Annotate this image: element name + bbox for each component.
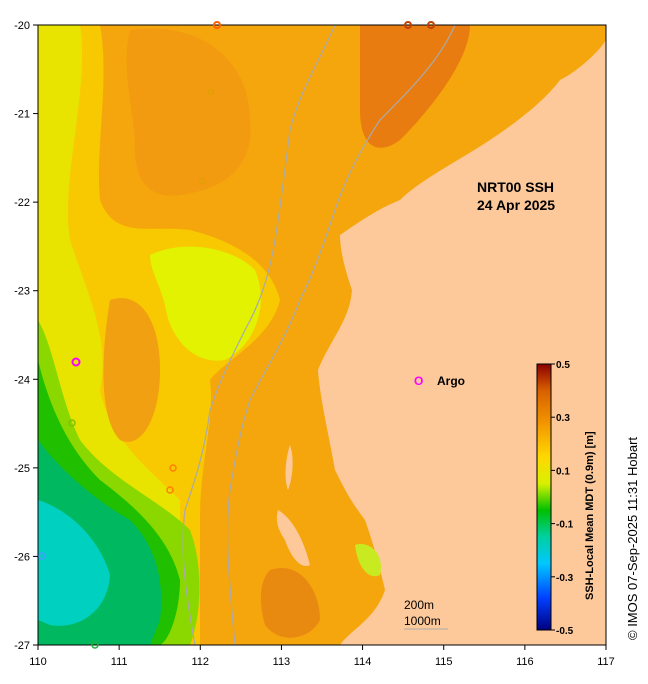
colorbar-tick-label: -0.1 (556, 520, 574, 531)
x-tick-label: 112 (192, 656, 210, 668)
bathymetry-contours (182, 25, 456, 645)
y-tick-label: -26 (14, 551, 30, 563)
land-mass (276, 25, 606, 645)
imos-credit: © IMOS 07-Sep-2025 11:31 Hobart (625, 437, 640, 640)
map-title-line2: 24 Apr 2025 (477, 197, 555, 213)
colorbar-ticks: 0.5 0.3 0.1 -0.1 -0.3 -0.5 (551, 360, 574, 637)
y-tick-label: -20 (14, 20, 30, 32)
colorbar-tick-label: -0.3 (556, 573, 574, 584)
argo-floats (38, 21, 435, 649)
contour-200m (182, 25, 336, 645)
contour-label-1000m: 1000m (404, 614, 441, 628)
argo-float-marker (404, 21, 412, 29)
argo-float-marker (427, 21, 435, 29)
argo-float-marker (71, 357, 81, 367)
x-tick-label: 113 (273, 656, 291, 668)
x-tick-label: 114 (354, 656, 372, 668)
colorbar-tick-label: 0.3 (556, 413, 570, 424)
colorbar-tick-label: 0.5 (556, 360, 570, 371)
colorbar-tick-label: 0.1 (556, 466, 570, 477)
y-tick-label: -22 (14, 197, 30, 209)
argo-float-marker (68, 419, 76, 427)
colorbar-label: SSH-Local Mean MDT (0.9m) [m] (584, 431, 596, 600)
colorbar-tick-label: -0.5 (556, 626, 574, 637)
argo-legend-marker: O (414, 374, 423, 388)
argo-legend-label: Argo (437, 374, 465, 388)
x-tick-label: 111 (111, 656, 128, 668)
map-frame (37, 24, 607, 646)
y-tick-label: -23 (14, 286, 30, 298)
contour-label-200m: 200m (404, 598, 434, 612)
y-axis-ticks: -20 -21 -22 -23 -24 -25 -26 -27 (14, 20, 38, 652)
x-axis-ticks: 110 111 112 113 114 115 116 117 (29, 645, 615, 668)
argo-float-marker (213, 21, 221, 29)
argo-float-marker (38, 552, 46, 560)
y-tick-label: -25 (14, 463, 30, 475)
y-tick-label: -21 (14, 109, 30, 121)
contour-1000m (226, 25, 456, 645)
argo-float-marker (91, 641, 99, 649)
x-tick-label: 115 (435, 656, 453, 668)
colorbar (536, 363, 552, 631)
argo-float-marker (166, 486, 174, 494)
x-tick-label: 110 (29, 656, 47, 668)
map-title-line1: NRT00 SSH (477, 179, 554, 195)
argo-float-marker (169, 464, 177, 472)
y-tick-label: -27 (14, 640, 30, 652)
argo-float-marker (198, 177, 206, 185)
x-tick-label: 116 (516, 656, 534, 668)
x-tick-label: 117 (597, 656, 615, 668)
y-tick-label: -24 (14, 374, 30, 386)
argo-float-marker (207, 88, 215, 96)
